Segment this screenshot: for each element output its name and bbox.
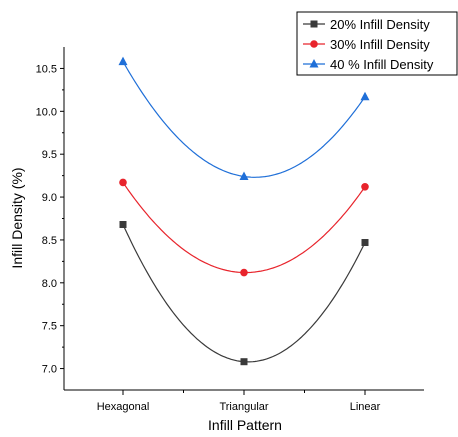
data-point <box>361 239 369 247</box>
legend-swatch-marker <box>310 20 318 28</box>
data-point <box>361 182 369 191</box>
series-3 <box>118 56 370 180</box>
series-1 <box>119 221 369 366</box>
legend: 20% Infill Density 30% Infill Density 40 %… <box>296 11 458 76</box>
data-point <box>118 56 128 66</box>
data-point <box>119 178 127 187</box>
data-point <box>240 268 248 277</box>
x-tick-label: Hexagonal <box>97 401 150 413</box>
legend-label: 20% Infill Density <box>330 17 430 32</box>
y-tick-label: 7.5 <box>42 321 57 333</box>
series-line <box>122 224 366 363</box>
y-tick-label: 8.0 <box>42 278 57 290</box>
data-point <box>240 358 248 366</box>
data-point <box>119 221 127 229</box>
series-layer <box>118 56 370 366</box>
legend-swatch-marker <box>310 40 318 48</box>
legend-label: 30% Infill Density <box>330 37 430 52</box>
y-tick-label: 9.0 <box>42 192 57 204</box>
y-tick-label: 10.5 <box>36 63 57 75</box>
axes <box>63 47 424 391</box>
y-tick-label: 9.5 <box>42 149 57 161</box>
y-tick-label: 7.0 <box>42 364 57 376</box>
data-point <box>360 91 370 101</box>
x-tick-label: Triangular <box>219 401 268 413</box>
x-axis-title: Infill Pattern <box>208 417 282 433</box>
x-axis-ticks: Hexagonal Triangular Linear <box>97 390 381 413</box>
legend-label: 40 % Infill Density <box>330 57 434 72</box>
y-axis-title: Infill Density (%) <box>9 167 25 268</box>
series-line <box>122 182 366 274</box>
x-tick-label: Linear <box>350 401 381 413</box>
data-point <box>239 171 249 180</box>
y-tick-label: 10.0 <box>36 106 57 118</box>
legend-swatch-marker <box>309 59 319 68</box>
y-tick-label: 8.5 <box>42 235 57 247</box>
series-line <box>122 61 366 178</box>
legend-item: 20% Infill Density <box>303 17 430 32</box>
series-2 <box>119 178 369 277</box>
y-axis-ticks: 7.0 7.5 8.0 8.5 9.0 9.5 10.0 10.5 <box>36 63 64 376</box>
legend-item: 30% Infill Density <box>303 37 430 52</box>
legend-item: 40 % Infill Density <box>303 57 434 72</box>
